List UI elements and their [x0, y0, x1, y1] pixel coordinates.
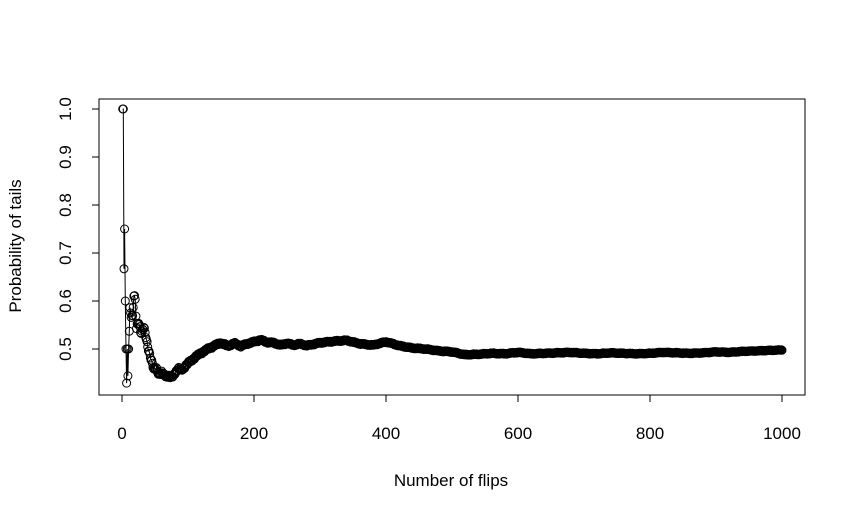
x-tick-label: 400	[372, 424, 400, 443]
data-point	[135, 322, 145, 332]
x-tick-label: 1000	[763, 424, 801, 443]
y-axis: 0.5 0.6 0.7 0.8 0.9 1.0	[56, 97, 100, 361]
data-point	[120, 296, 130, 306]
data-point	[120, 224, 130, 234]
data-point	[143, 342, 153, 352]
y-tick-label: 0.9	[56, 145, 75, 169]
data-point	[126, 308, 136, 318]
y-tick-label: 0.7	[56, 241, 75, 265]
data-point	[142, 337, 152, 347]
x-axis: 0 200 400 600 800 1000	[117, 394, 801, 443]
data-points	[118, 104, 787, 388]
data-point	[139, 322, 149, 332]
data-point	[140, 328, 150, 338]
data-point	[119, 264, 129, 274]
x-tick-label: 800	[636, 424, 664, 443]
x-tick-label: 200	[240, 424, 268, 443]
data-point	[145, 348, 155, 358]
y-tick-label: 0.5	[56, 337, 75, 361]
data-point	[130, 291, 139, 301]
y-axis-title: Probability of tails	[6, 179, 25, 312]
data-point	[118, 104, 128, 114]
data-point	[124, 344, 134, 354]
y-tick-label: 0.6	[56, 289, 75, 313]
data-point	[130, 294, 140, 304]
data-point	[139, 323, 149, 333]
x-tick-label: 600	[504, 424, 532, 443]
x-axis-title: Number of flips	[394, 471, 508, 490]
y-tick-label: 1.0	[56, 97, 75, 121]
data-point	[128, 302, 138, 312]
data-point	[777, 345, 787, 355]
x-tick-label: 0	[117, 424, 126, 443]
data-point	[122, 378, 132, 388]
y-tick-label: 0.8	[56, 193, 75, 217]
data-point	[123, 371, 133, 381]
